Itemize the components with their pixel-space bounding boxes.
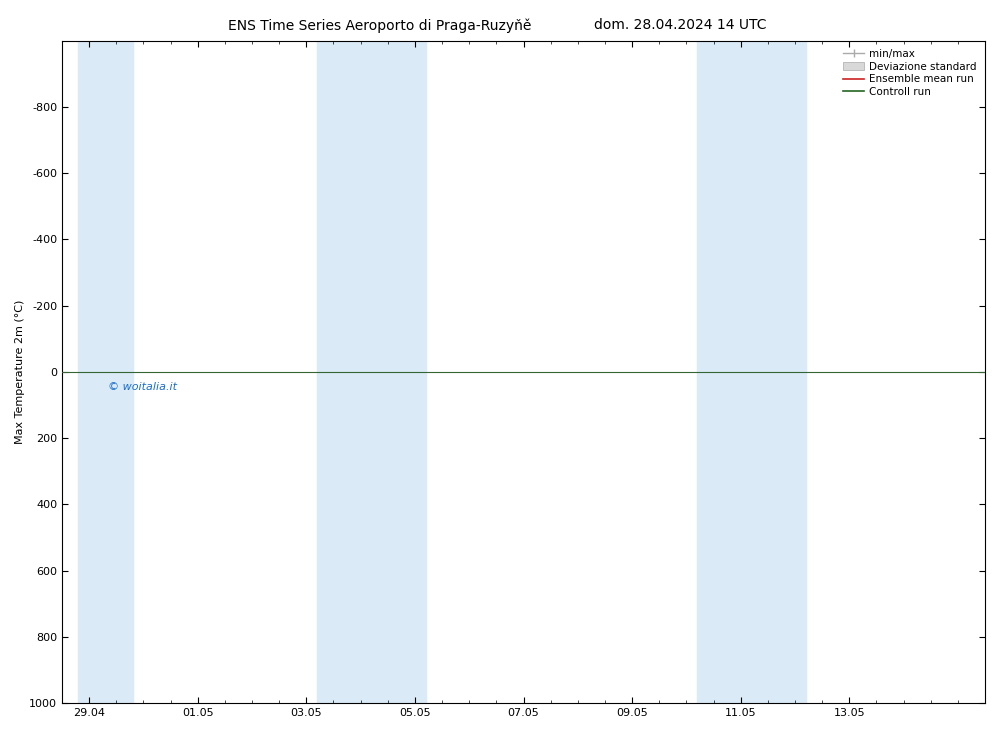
Text: ENS Time Series Aeroporto di Praga-Ruzyňě: ENS Time Series Aeroporto di Praga-Ruzyň… (228, 18, 532, 33)
Text: © woitalia.it: © woitalia.it (108, 382, 177, 392)
Bar (78, 40, 133, 703)
Bar (697, 40, 806, 703)
Bar (317, 40, 426, 703)
Y-axis label: Max Temperature 2m (°C): Max Temperature 2m (°C) (15, 300, 25, 444)
Text: dom. 28.04.2024 14 UTC: dom. 28.04.2024 14 UTC (594, 18, 766, 32)
Legend: min/max, Deviazione standard, Ensemble mean run, Controll run: min/max, Deviazione standard, Ensemble m… (840, 46, 980, 100)
